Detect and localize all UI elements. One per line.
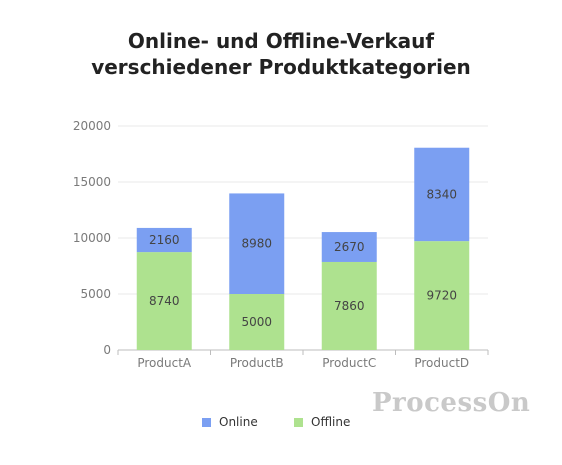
chart-title-line-1: Online- und Offline-Verkauf [127, 29, 435, 53]
x-tick-label: ProductB [230, 356, 284, 370]
x-tick-label: ProductD [414, 356, 469, 370]
legend-item-offline[interactable]: Offline [294, 415, 350, 429]
watermark-logo: ProcessOn [372, 388, 531, 418]
bar-offline-productb [229, 294, 285, 350]
legend-label-online: Online [219, 415, 258, 429]
bar-online-productb [229, 193, 285, 294]
x-tick-label: ProductA [137, 356, 192, 370]
bar-online-productd [414, 147, 470, 242]
bar-online-productc [321, 232, 377, 262]
bar-offline-producta [136, 252, 192, 350]
data-label-offline-producta: 8740 [149, 294, 180, 308]
legend-item-online[interactable]: Online [202, 415, 258, 429]
data-label-online-productc: 2670 [334, 240, 365, 254]
y-tick-label: 5000 [80, 287, 111, 301]
data-label-online-producta: 2160 [149, 233, 180, 247]
legend-swatch-offline [294, 417, 303, 427]
data-label-offline-productd: 9720 [426, 289, 457, 303]
chart-legend: Online Offline [0, 415, 562, 435]
y-tick-label: 10000 [73, 231, 111, 245]
data-label-online-productd: 8340 [426, 187, 457, 201]
chart-title-line-2: verschiedener Produktkategorien [91, 55, 471, 79]
y-tick-label: 15000 [73, 175, 111, 189]
legend-swatch-online [202, 417, 211, 427]
legend-label-offline: Offline [311, 415, 351, 429]
x-tick-label: ProductC [322, 356, 376, 370]
bar-online-producta [136, 227, 192, 253]
y-tick-label: 0 [103, 343, 111, 357]
data-label-online-productb: 8980 [241, 237, 272, 251]
bar-offline-productc [321, 261, 377, 350]
y-tick-label: 20000 [73, 119, 111, 133]
data-label-offline-productb: 5000 [241, 315, 272, 329]
chart-title: Online- und Offline-Verkauf verschiedene… [0, 28, 562, 80]
bar-offline-productd [414, 241, 470, 350]
data-label-offline-productc: 7860 [334, 299, 365, 313]
